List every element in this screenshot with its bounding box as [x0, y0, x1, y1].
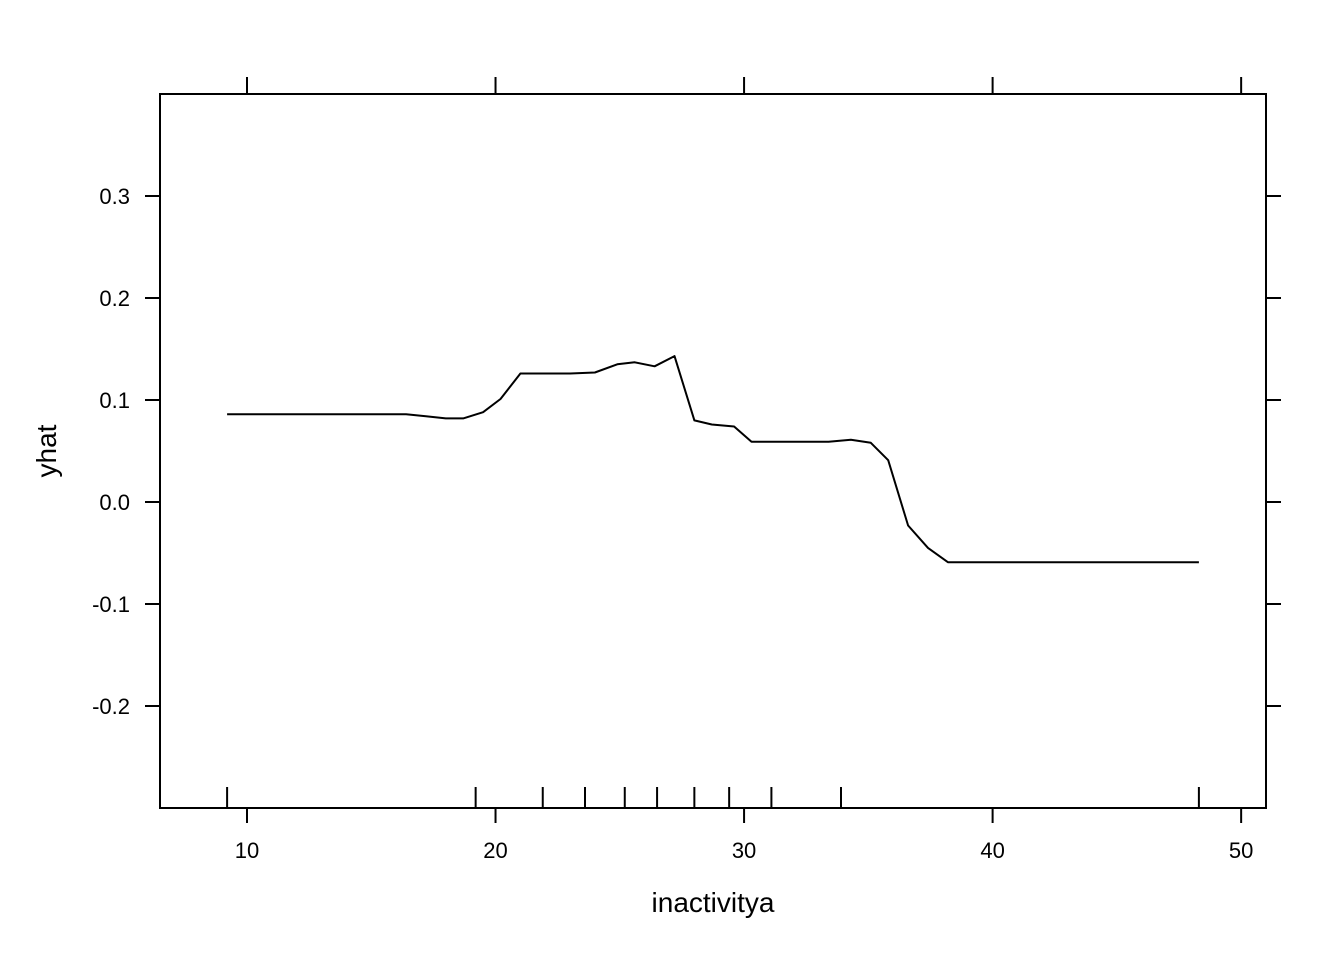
series-group: [227, 355, 1199, 564]
x-tick-label: 40: [980, 838, 1004, 863]
rug: [226, 787, 1200, 808]
y-tick-label: -0.2: [92, 694, 130, 719]
plot-frame: [159, 93, 1267, 809]
series-line: [227, 355, 1199, 564]
x-axis-bottom: 10 20 30 40 50: [235, 808, 1253, 863]
x-axis-title: inactivitya: [652, 887, 775, 918]
x-tick-label: 10: [235, 838, 259, 863]
plot-panel: [159, 93, 1267, 809]
x-tick-label: 20: [483, 838, 507, 863]
y-axis-right: [1266, 195, 1281, 707]
x-axis-top: [245, 77, 1243, 94]
x-tick-label: 50: [1229, 838, 1253, 863]
y-tick-label: 0.2: [99, 286, 130, 311]
y-tick-label: 0.1: [99, 388, 130, 413]
y-tick-label: -0.1: [92, 592, 130, 617]
y-tick-label: 0.3: [99, 184, 130, 209]
y-tick-label: 0.0: [99, 490, 130, 515]
y-axis-title: yhat: [31, 424, 62, 477]
y-axis-left: -0.2 -0.1 0.0 0.1 0.2 0.3: [92, 184, 160, 719]
x-tick-label: 30: [732, 838, 756, 863]
